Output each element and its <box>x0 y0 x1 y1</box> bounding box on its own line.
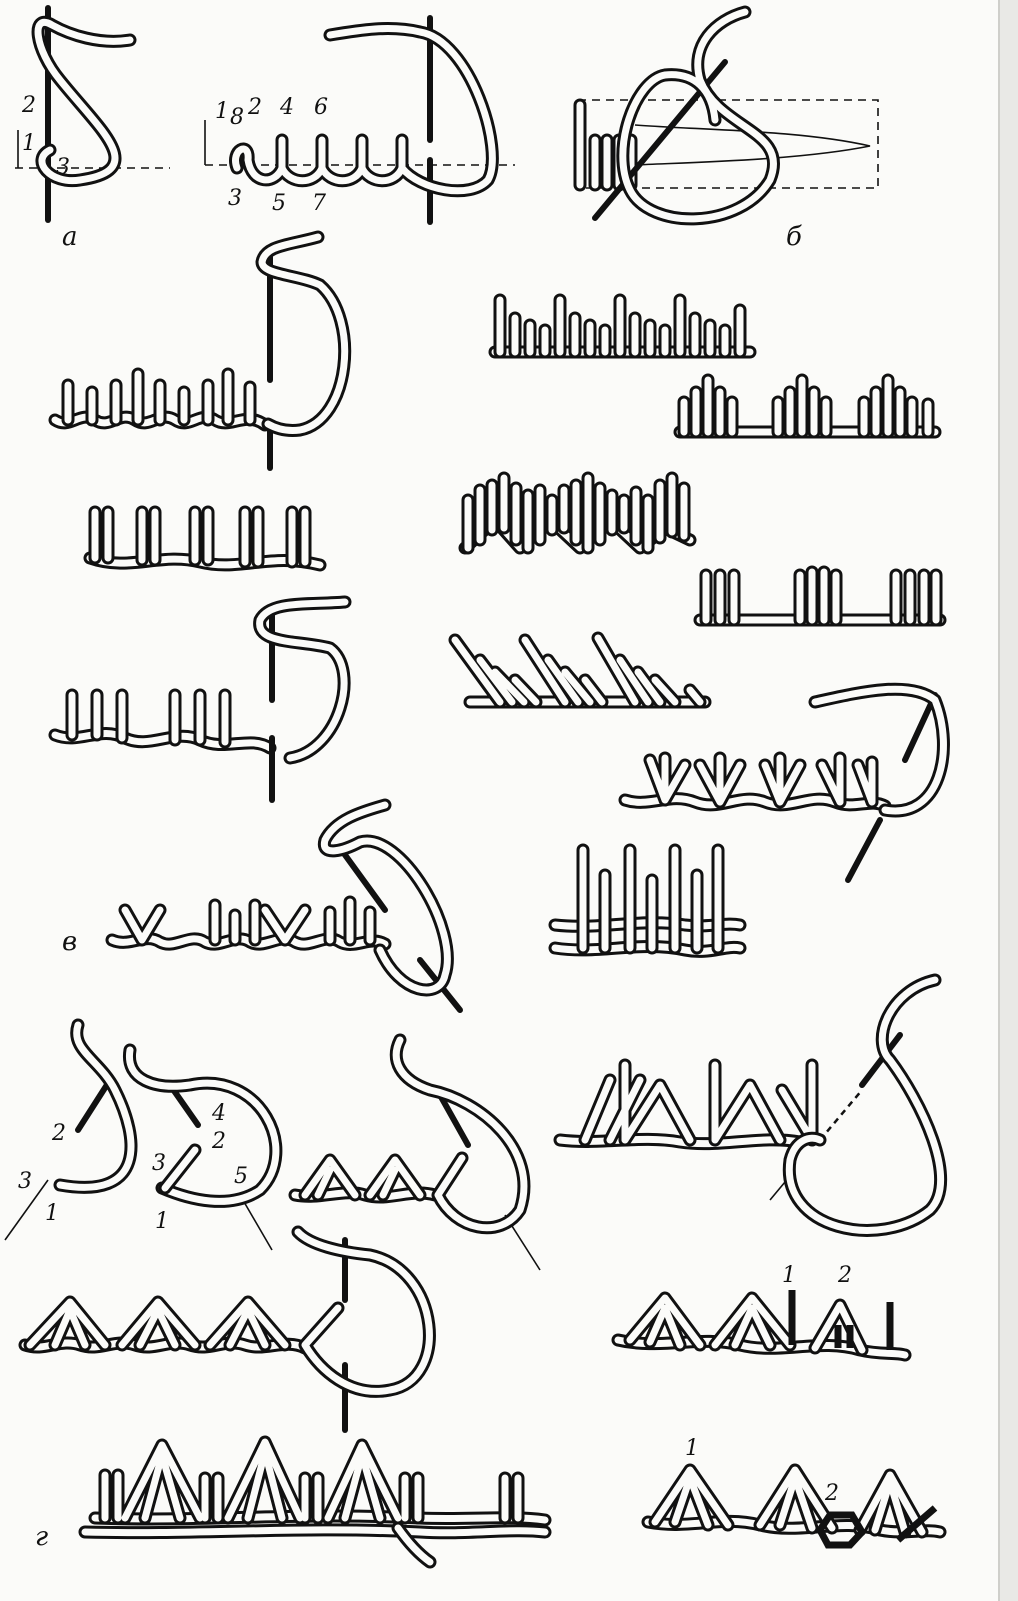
label-g2-4: 4 <box>211 1101 226 1126</box>
label-8: 8 <box>230 105 244 130</box>
label-g2-1: 1 <box>155 1209 169 1234</box>
label-g2-3: 3 <box>152 1151 166 1176</box>
label-right-lower-1: 1 <box>685 1436 699 1461</box>
label-g-1: 1 <box>45 1201 59 1226</box>
panel-letter-v: в <box>62 927 77 957</box>
stitch-row-slanted <box>448 631 712 709</box>
stitch-row-grouped <box>693 565 947 627</box>
label-g2-5: 5 <box>234 1164 248 1189</box>
page-edge <box>998 0 1018 1601</box>
label-5: 5 <box>272 191 286 216</box>
stitch-row-triangles-needle <box>553 973 947 1237</box>
stitch-row-wavy <box>458 471 697 555</box>
label-3: 3 <box>228 186 242 211</box>
panel-b-fabric-edge <box>573 5 879 226</box>
label-4: 4 <box>279 95 294 120</box>
panel-a-step: 2 1 3 <box>15 5 170 223</box>
stitch-row-triangle-chain <box>18 1225 436 1433</box>
label-7: 7 <box>312 191 326 216</box>
panel-letter-b: б <box>786 222 802 252</box>
label-g2-2: 2 <box>211 1129 226 1154</box>
label-1: 1 <box>215 99 229 124</box>
panel-letter-a: а <box>62 222 78 252</box>
label-a-3: 3 <box>56 155 70 180</box>
label-6: 6 <box>314 95 328 120</box>
label-2: 2 <box>247 95 262 120</box>
label-a-1: 1 <box>22 131 36 156</box>
stitch-row-woven <box>548 843 747 958</box>
label-right-upper-2: 2 <box>837 1263 852 1288</box>
stitch-row-uneven-needle <box>48 230 352 471</box>
stitch-row-v-needle <box>618 682 950 883</box>
panel-g-step3 <box>288 1033 541 1271</box>
stitch-row-graduated-2 <box>673 373 942 439</box>
stitch-row-paired <box>83 505 327 572</box>
label-right-lower-2: 2 <box>824 1481 839 1506</box>
label-g-2: 2 <box>51 1121 66 1146</box>
panel-g-step2: 4 2 3 5 1 <box>123 1043 283 1251</box>
stitch-row-graduated-1 <box>488 293 757 359</box>
panel-g-triangle-row <box>78 1435 552 1569</box>
stitch-row-numbered-lower: 1 2 <box>641 1436 947 1549</box>
stitch-row-numbered-upper: 1 2 <box>611 1263 912 1362</box>
panel-a-sequence: 1 8 2 4 6 3 5 7 <box>204 15 515 225</box>
panel-v-stitch-row <box>105 798 463 1013</box>
stitch-row-triples-needle <box>48 595 352 803</box>
label-right-upper-1: 1 <box>782 1263 796 1288</box>
panel-letter-g: г <box>35 1522 48 1552</box>
panel-g-step1: 2 3 1 <box>4 1018 138 1241</box>
label-g-3: 3 <box>18 1169 32 1194</box>
label-a-2: 2 <box>21 93 36 118</box>
